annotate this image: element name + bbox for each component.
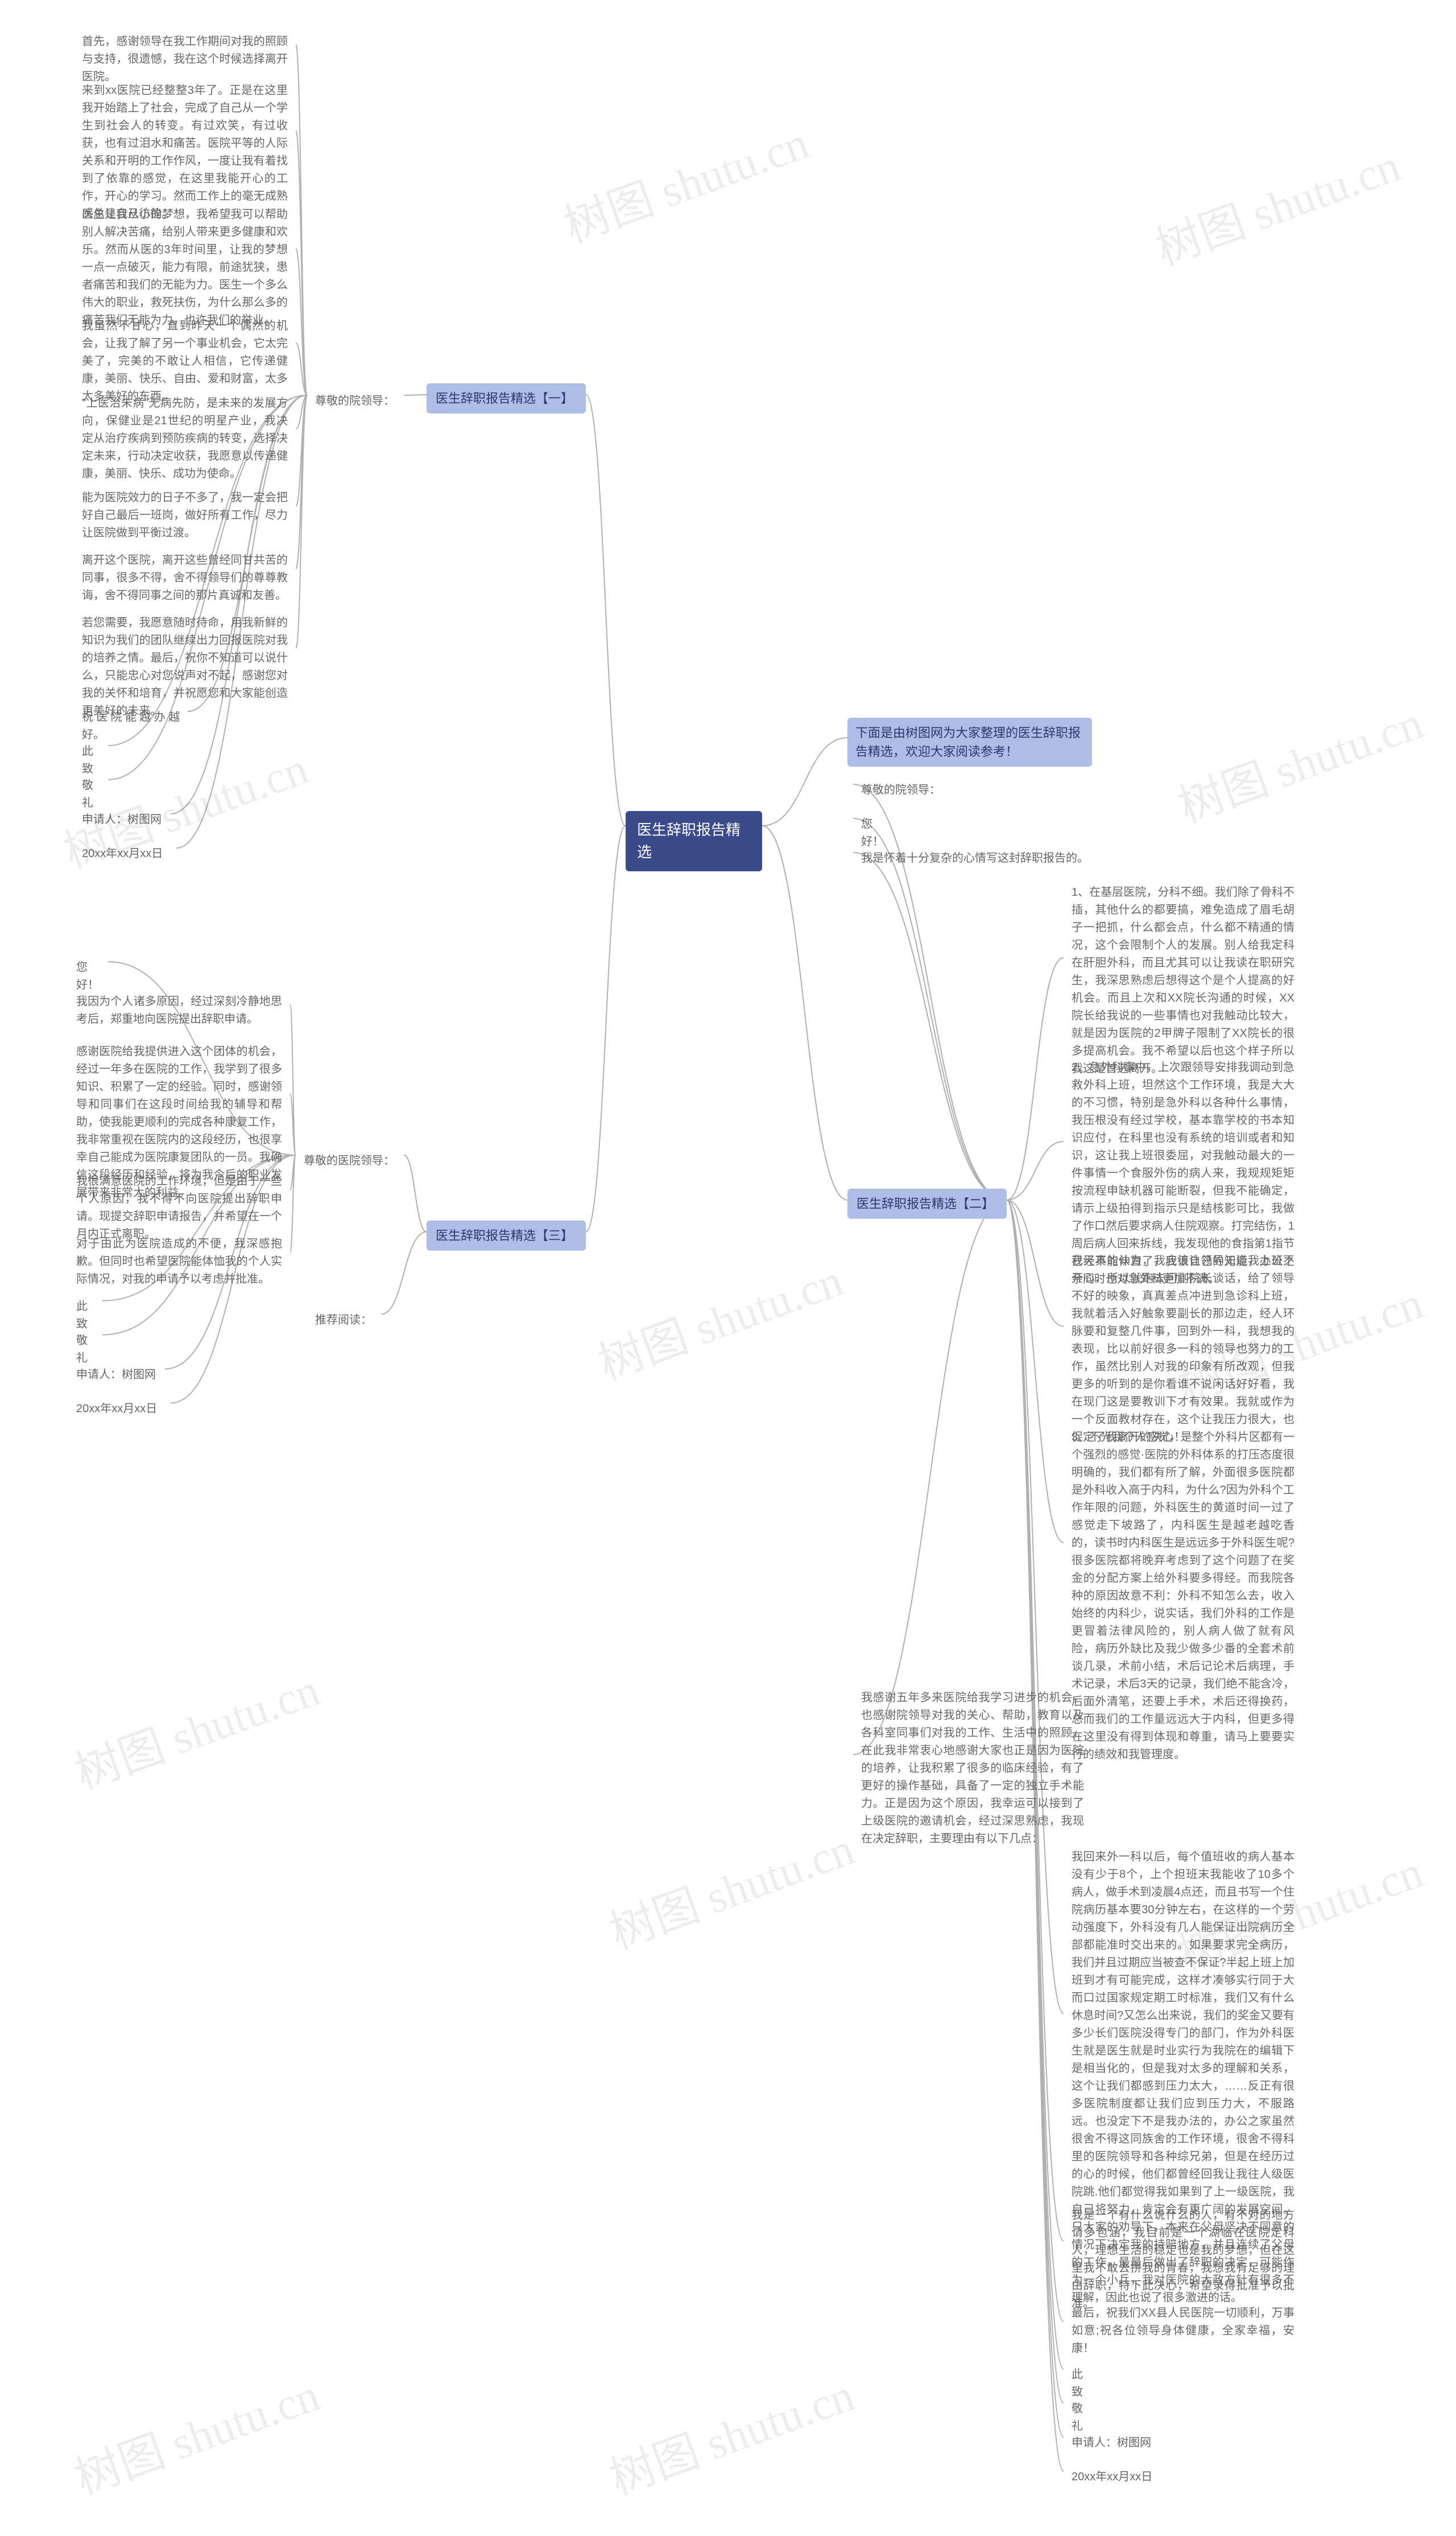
- leaf-text: 离开这个医院，离开这些曾经同甘共苦的同事，很多不得，舍不得领导们的尊尊教诲，舍不…: [74, 546, 296, 610]
- watermark: 树图 shutu.cn: [1168, 686, 1430, 836]
- leaf-text: 尊敬的院领导：: [853, 776, 950, 805]
- branch-node: 医生辞职报告精选【一】: [427, 383, 586, 413]
- leader-node: 尊敬的医院领导：: [296, 1147, 404, 1176]
- leaf-text: 申请人：树图网: [1064, 2429, 1160, 2458]
- leaf-text: 我因为个人诸多原因，经过深刻冷静地思考后，郑重地向医院提出辞职申请。: [68, 987, 290, 1034]
- leaf-text: 1、在基层医院，分科不细。我们除了骨科不插，其他什么的都要搞，难免造成了眉毛胡子…: [1064, 878, 1302, 1083]
- leaf-text: 20xx年xx月xx日: [68, 1395, 171, 1424]
- watermark: 树图 shutu.cn: [588, 1244, 850, 1393]
- leaf-text: 申请人：树图网: [68, 1360, 165, 1389]
- watermark: 树图 shutu.cn: [599, 1813, 862, 1962]
- leaf-text: 我是怀着十分复杂的心情写这封辞职报告的。: [853, 844, 1103, 873]
- leaf-text: 我天真的认为，我应该让领导知道我上班不开心，所以就跑去问副院长谈话，给了领导不好…: [1064, 1247, 1302, 1452]
- leaf-text: 最后，祝我们XX县人民医院一切顺利，万事如意;祝各位领导身体健康，全家幸福，安康…: [1064, 2299, 1302, 2363]
- leaf-text: 能为医院效力的日子不多了，我一定会把好自己最后一班岗，做好所有工作，尽力让医院做…: [74, 483, 296, 548]
- leaf-text: 我感谢五年多来医院给我学习进步的机会，也感谢院领导对我的关心、帮助，教育以及各科…: [853, 1683, 1092, 1854]
- watermark: 树图 shutu.cn: [65, 1653, 327, 1803]
- watermark: 树图 shutu.cn: [1145, 129, 1408, 279]
- leaf-text: 申请人：树图网: [74, 805, 171, 834]
- branch-node: 医生辞职报告精选【三】: [427, 1221, 586, 1251]
- watermark: 树图 shutu.cn: [599, 2359, 862, 2508]
- watermark: 树图 shutu.cn: [554, 106, 816, 256]
- leaf-text: 3、不光我个人感觉，是整个外科片区都有一个强烈的感觉·医院的外科体系的打压态度很…: [1064, 1423, 1302, 1769]
- leaf-text: 对于由此为医院造成的不便，我深感抱歉。但同时也希望医院能体恤我的个人实际情况，对…: [68, 1230, 290, 1294]
- sub-node: 推荐阅读：: [307, 1306, 381, 1335]
- leader-node: 尊敬的院领导：: [307, 387, 404, 416]
- leaf-text: 20xx年xx月xx日: [74, 839, 176, 868]
- leaf-text: "上医治未病"无病先防，是未来的发展方向，保健业是21世纪的明星产业，我决定从治…: [74, 389, 296, 489]
- intro-node: 下面是由树图网为大家整理的医生辞职报告精选，欢迎大家阅读参考！: [847, 718, 1092, 767]
- branch-node: 医生辞职报告精选【二】: [847, 1189, 1007, 1219]
- root-node: 医生辞职报告精选: [626, 811, 762, 871]
- watermark: 树图 shutu.cn: [65, 2359, 327, 2508]
- leaf-text: 20xx年xx月xx日: [1064, 2463, 1166, 2492]
